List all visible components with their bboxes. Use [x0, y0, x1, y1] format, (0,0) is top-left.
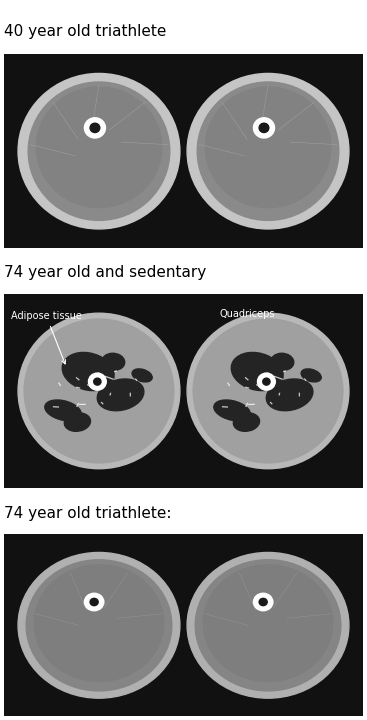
Ellipse shape: [254, 593, 273, 611]
Ellipse shape: [205, 87, 331, 207]
Text: Quadriceps: Quadriceps: [219, 309, 275, 319]
Ellipse shape: [36, 87, 162, 207]
Ellipse shape: [84, 118, 105, 138]
Ellipse shape: [301, 369, 321, 382]
Ellipse shape: [254, 118, 275, 138]
Ellipse shape: [263, 378, 270, 385]
Ellipse shape: [90, 123, 100, 132]
Ellipse shape: [18, 313, 180, 469]
Ellipse shape: [195, 559, 341, 691]
Ellipse shape: [266, 379, 313, 410]
Ellipse shape: [34, 565, 164, 681]
Ellipse shape: [187, 552, 349, 698]
Ellipse shape: [187, 313, 349, 469]
Ellipse shape: [28, 82, 170, 220]
Ellipse shape: [90, 598, 98, 606]
Ellipse shape: [197, 82, 339, 220]
Ellipse shape: [97, 379, 144, 410]
Ellipse shape: [64, 413, 91, 431]
Ellipse shape: [193, 319, 343, 463]
Ellipse shape: [214, 400, 250, 420]
Ellipse shape: [259, 598, 267, 606]
Ellipse shape: [26, 559, 172, 691]
Text: Adipose tissue: Adipose tissue: [11, 311, 82, 364]
Ellipse shape: [18, 73, 180, 229]
Ellipse shape: [102, 354, 125, 370]
Ellipse shape: [62, 352, 114, 391]
Text: 74 year old and sedentary: 74 year old and sedentary: [4, 266, 206, 280]
Ellipse shape: [45, 400, 81, 420]
Text: 74 year old triathlete:: 74 year old triathlete:: [4, 506, 171, 521]
Ellipse shape: [233, 413, 259, 431]
Ellipse shape: [187, 73, 349, 229]
Ellipse shape: [88, 373, 106, 390]
Ellipse shape: [258, 373, 275, 390]
Ellipse shape: [271, 354, 294, 370]
Ellipse shape: [84, 593, 104, 611]
Ellipse shape: [231, 352, 283, 391]
Ellipse shape: [24, 319, 174, 463]
Ellipse shape: [94, 378, 101, 385]
Ellipse shape: [203, 565, 333, 681]
Ellipse shape: [259, 123, 269, 132]
Ellipse shape: [132, 369, 152, 382]
Text: 40 year old triathlete: 40 year old triathlete: [4, 24, 166, 38]
Ellipse shape: [18, 552, 180, 698]
